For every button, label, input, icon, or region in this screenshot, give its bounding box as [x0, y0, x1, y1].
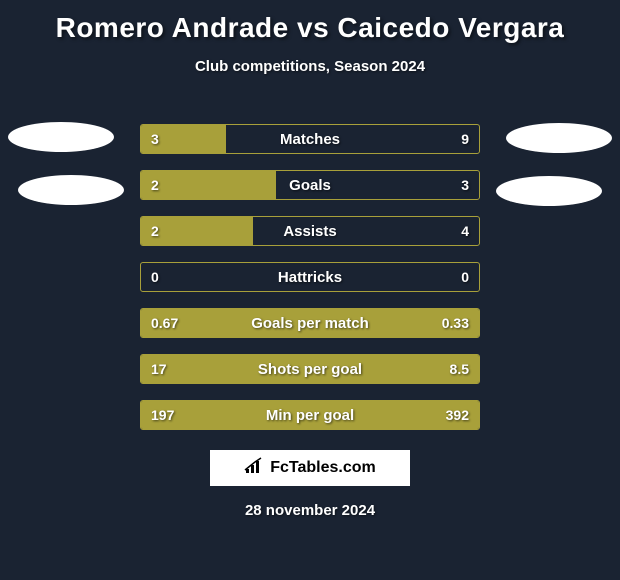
snapshot-date: 28 november 2024	[0, 502, 620, 519]
stat-label: Hattricks	[141, 263, 479, 291]
stat-label: Shots per goal	[141, 355, 479, 383]
stat-row: 2Assists4	[140, 216, 480, 246]
stat-value-right: 9	[461, 125, 469, 153]
fctables-logo: FcTables.com	[210, 450, 410, 486]
player-left-avatar-2	[18, 175, 124, 205]
comparison-title: Romero Andrade vs Caicedo Vergara	[0, 0, 620, 44]
player-right-avatar-2	[496, 176, 602, 206]
chart-icon	[244, 457, 264, 480]
stat-row: 3Matches9	[140, 124, 480, 154]
logo-text: FcTables.com	[270, 459, 376, 477]
stat-label: Goals per match	[141, 309, 479, 337]
stats-bars: 3Matches92Goals32Assists40Hattricks00.67…	[140, 124, 480, 446]
stat-value-right: 8.5	[450, 355, 469, 383]
stat-row: 2Goals3	[140, 170, 480, 200]
stat-row: 0Hattricks0	[140, 262, 480, 292]
stat-label: Goals	[141, 171, 479, 199]
player-right-avatar-1	[506, 123, 612, 153]
stat-label: Matches	[141, 125, 479, 153]
stat-row: 17Shots per goal8.5	[140, 354, 480, 384]
stat-value-right: 3	[461, 171, 469, 199]
stat-row: 0.67Goals per match0.33	[140, 308, 480, 338]
player-left-avatar-1	[8, 122, 114, 152]
stat-label: Assists	[141, 217, 479, 245]
stat-row: 197Min per goal392	[140, 400, 480, 430]
stat-value-right: 0.33	[442, 309, 469, 337]
stat-label: Min per goal	[141, 401, 479, 429]
stat-value-right: 4	[461, 217, 469, 245]
comparison-subtitle: Club competitions, Season 2024	[0, 58, 620, 75]
stat-value-right: 0	[461, 263, 469, 291]
stat-value-right: 392	[446, 401, 469, 429]
